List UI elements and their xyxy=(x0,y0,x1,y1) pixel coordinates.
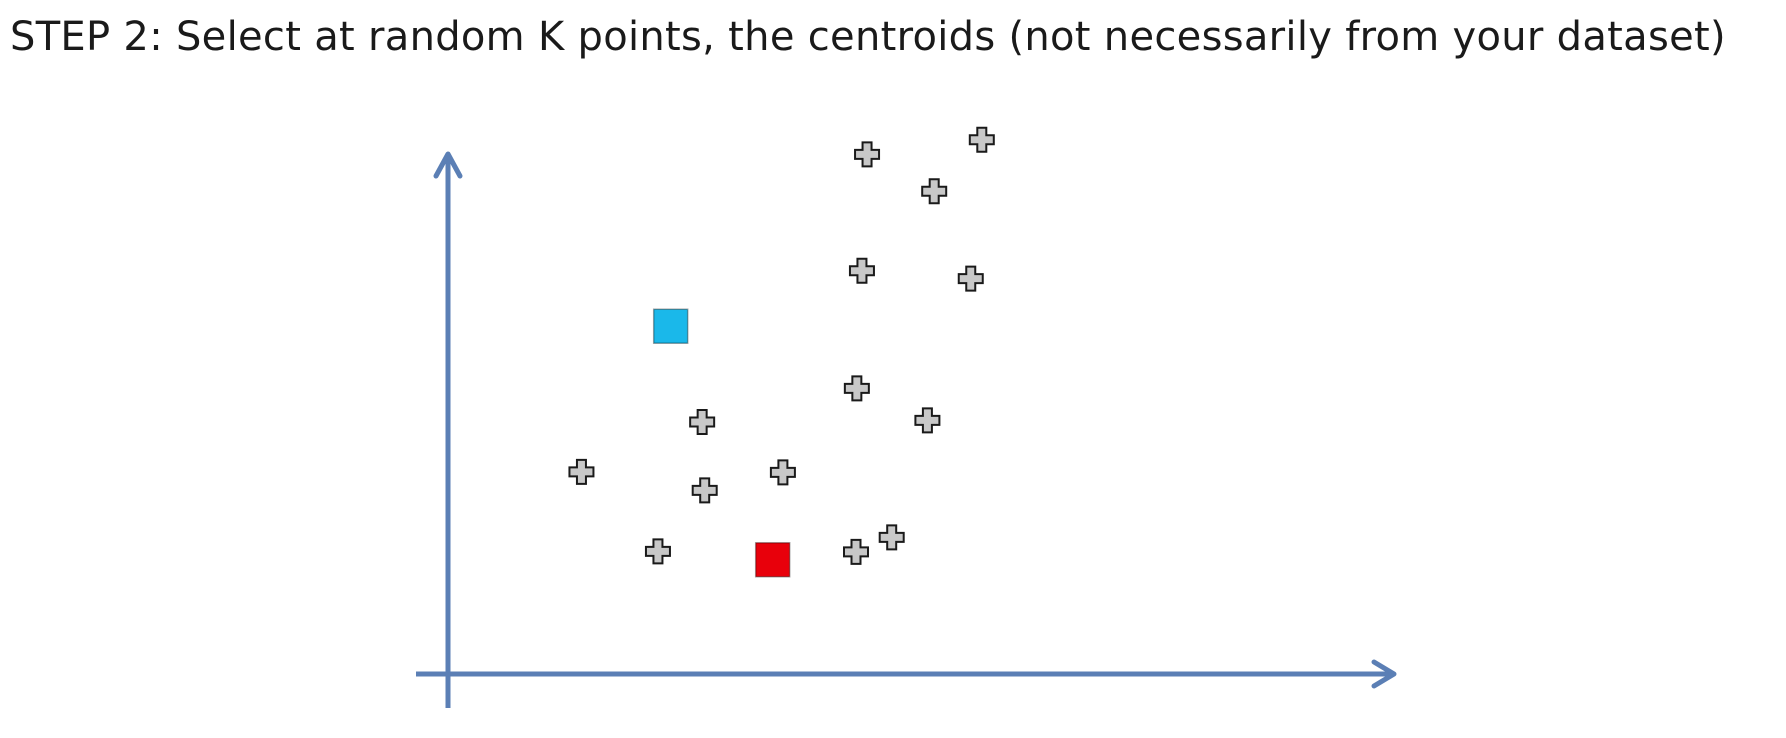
data-point-plus xyxy=(644,538,671,565)
y-axis-arrowhead xyxy=(433,151,463,179)
x-axis-arrowhead xyxy=(1371,659,1397,689)
data-point-plus xyxy=(914,407,941,434)
data-point-plus xyxy=(921,178,948,205)
title-text: Select at random K points, the centroids… xyxy=(162,14,1726,60)
data-point-plus xyxy=(689,409,716,435)
data-point-plus xyxy=(848,257,875,284)
data-point-plus xyxy=(878,524,905,551)
data-point-plus xyxy=(843,538,869,565)
data-point-plus xyxy=(691,477,718,504)
title-separator: : xyxy=(149,14,163,60)
centroid-red-square xyxy=(754,542,791,578)
data-point-plus xyxy=(854,141,881,168)
slide-title: STEP 2: Select at random K points, the c… xyxy=(10,14,1726,60)
data-point-plus xyxy=(843,375,870,402)
data-point-plus xyxy=(568,458,595,485)
title-step-label: STEP 2 xyxy=(10,14,150,60)
data-marks xyxy=(568,126,995,578)
axes xyxy=(416,151,1397,708)
data-point-plus xyxy=(968,126,995,153)
centroid-blue-square xyxy=(652,308,689,344)
data-point-plus xyxy=(957,265,984,292)
data-point-plus xyxy=(769,459,796,486)
